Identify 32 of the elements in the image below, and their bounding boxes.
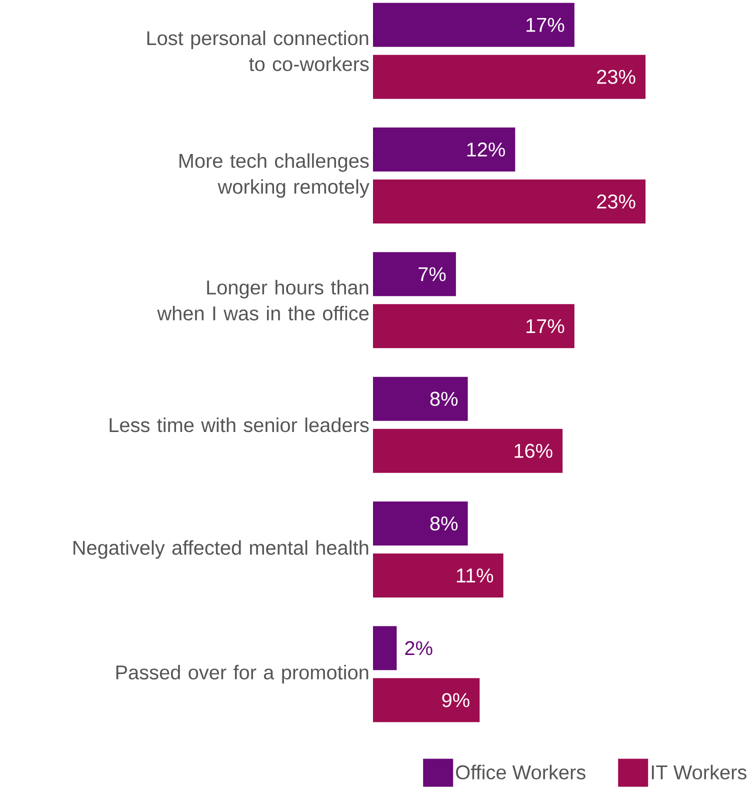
data-label: 23% [597,70,636,84]
data-label: 17% [526,319,564,334]
y-tick-label: Less time with senior leaders [110,418,369,432]
data-label: 23% [597,194,636,209]
legend-label: Office Workers [456,764,586,780]
bar [373,428,563,473]
bar [373,553,504,598]
y-tick-label: Lost personal connection to co-workers [147,30,369,72]
data-label: 11% [456,568,494,582]
data-label: 8% [430,516,458,531]
bar [373,376,468,421]
data-label: 2% [405,641,432,656]
y-tick-label: More tech challenges working remotely [180,153,370,198]
y-tick-label: Passed over for a promotion [116,664,368,684]
bar [373,54,646,99]
bar [373,252,456,296]
data-label: 17% [526,18,564,32]
bar [373,626,397,670]
data-label: 8% [430,392,458,406]
bar [373,501,468,546]
y-tick-label: Negatively affected mental health [74,540,368,559]
y-tick-label: Longer hours than when I was in the office [157,280,369,320]
bar [373,180,646,224]
bar [373,128,516,172]
legend-label: IT Workers [652,764,746,780]
data-label: 12% [467,142,505,157]
bar [373,678,480,722]
data-label: 9% [442,693,470,708]
bar [373,304,574,348]
data-label: 16% [514,444,552,458]
bar [373,2,574,47]
data-label: 7% [418,267,446,282]
